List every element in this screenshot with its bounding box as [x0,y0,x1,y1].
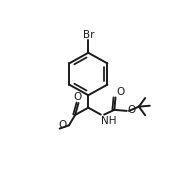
Text: O: O [127,105,135,115]
Text: Br: Br [83,30,94,40]
Text: O: O [74,92,82,102]
Text: O: O [59,120,67,130]
Text: O: O [117,87,125,97]
Text: NH: NH [101,116,117,126]
